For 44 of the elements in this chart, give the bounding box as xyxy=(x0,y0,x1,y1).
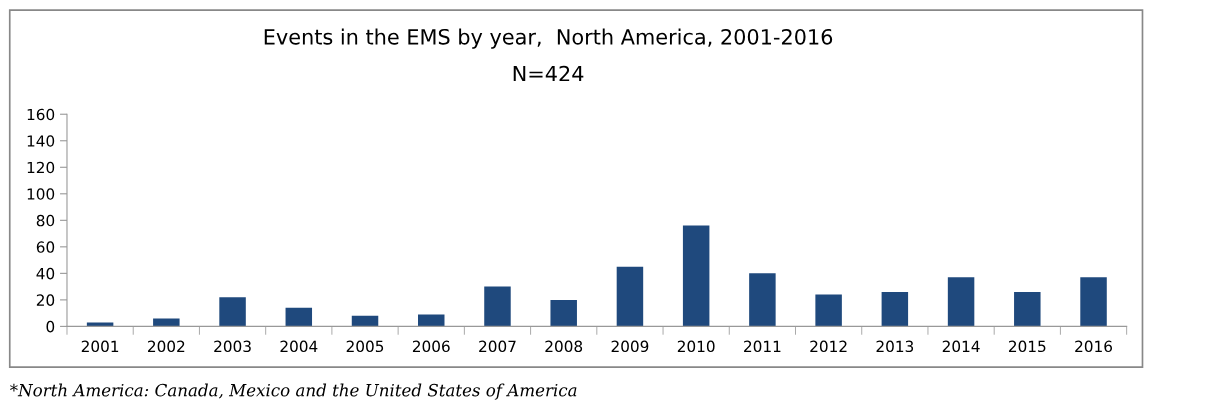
x-tick-label: 2013 xyxy=(876,340,914,353)
x-tick-label: 2008 xyxy=(545,340,583,353)
bar xyxy=(947,277,975,327)
y-tick-label: 60 xyxy=(36,241,55,253)
x-tick-label: 2009 xyxy=(611,340,649,353)
y-tick-label: 160 xyxy=(27,108,55,121)
bar xyxy=(484,286,511,327)
x-tick-label: 2005 xyxy=(346,340,384,353)
x-tick-label: 2002 xyxy=(148,340,185,353)
bar xyxy=(219,297,246,327)
bar xyxy=(1014,291,1041,327)
y-tick-label: 40 xyxy=(36,267,55,280)
bar xyxy=(153,318,180,327)
y-tick-label: 80 xyxy=(36,214,55,227)
x-tick-label: 2011 xyxy=(744,340,781,353)
x-tick-label: 2001 xyxy=(81,340,119,353)
bar xyxy=(749,273,776,327)
text: *North America: Canada, Mexico and the United States of America xyxy=(10,383,577,400)
x-tick-label: 2010 xyxy=(677,340,715,353)
chart-title: Events in the EMS by year, North America, 2001-2016 xyxy=(264,28,833,49)
y-tick-label: 100 xyxy=(27,188,55,200)
x-tick-label: 2003 xyxy=(214,340,251,353)
x-tick-label: 2016 xyxy=(1075,340,1113,353)
x-tick-label: 2012 xyxy=(810,340,847,353)
bar xyxy=(550,299,577,327)
x-tick-label: 2007 xyxy=(479,340,516,353)
bar xyxy=(682,225,710,327)
y-tick-label: 120 xyxy=(27,161,55,174)
bar xyxy=(418,314,445,327)
y-tick-label: 0 xyxy=(46,320,55,333)
x-tick-label: 2014 xyxy=(942,340,980,353)
bar xyxy=(86,322,114,327)
bar xyxy=(616,266,644,327)
bar xyxy=(815,294,842,327)
bar xyxy=(1080,277,1107,327)
y-tick-label: 20 xyxy=(36,294,55,306)
bar xyxy=(285,307,313,327)
bar xyxy=(881,291,909,327)
chart-subtitle: N=424 xyxy=(513,65,584,82)
bar xyxy=(351,315,379,327)
x-tick-label: 2004 xyxy=(280,340,318,353)
y-tick-label: 140 xyxy=(27,135,55,147)
x-tick-label: 2015 xyxy=(1008,340,1046,353)
x-tick-label: 2006 xyxy=(412,340,450,353)
